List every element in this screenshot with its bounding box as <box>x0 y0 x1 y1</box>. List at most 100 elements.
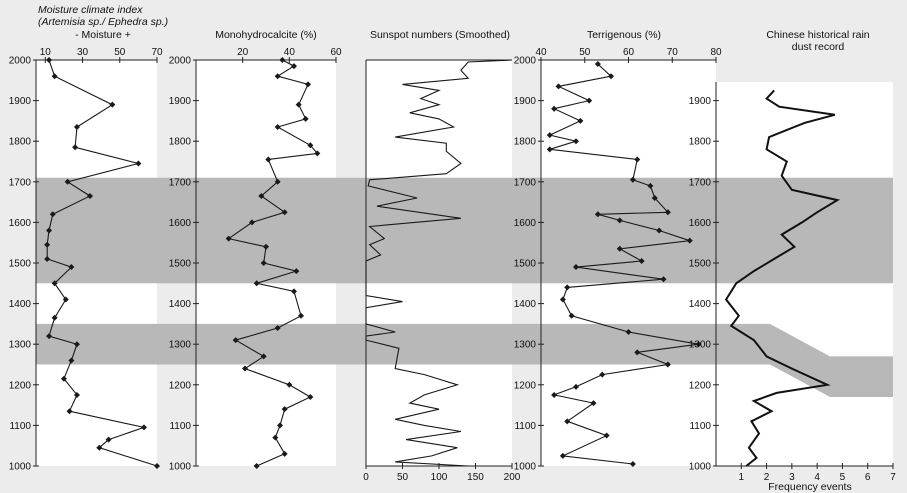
y-tick-label: 1800 <box>689 137 712 148</box>
data-point <box>72 144 79 151</box>
data-point <box>68 357 75 364</box>
y-tick-label: 1800 <box>9 137 32 148</box>
data-point <box>258 193 265 200</box>
y-tick-label: 1200 <box>689 380 712 391</box>
data-point <box>281 406 288 413</box>
data-point <box>564 284 571 291</box>
data-point <box>274 178 281 185</box>
y-tick-label: 1100 <box>689 421 711 432</box>
panels: 1000 1100 1200 1300 1400 1500 1600 1700 1800 1900… <box>9 4 896 493</box>
data-point <box>253 280 260 287</box>
data-point <box>51 280 58 287</box>
x-tick-label: 2 <box>764 472 770 483</box>
data-point <box>307 142 314 149</box>
y-tick-label: 1300 <box>689 340 712 351</box>
panel-title: Monohydrocalcite (%) <box>215 29 317 41</box>
data-point <box>695 341 702 348</box>
y-tick-label: 1300 <box>9 340 32 351</box>
x-tick-label: 60 <box>330 47 342 58</box>
data-point <box>86 193 93 200</box>
shaded-band <box>36 323 716 365</box>
data-point <box>135 160 142 167</box>
y-tick-label: 1400 <box>514 299 537 310</box>
y-tick-label: 1700 <box>169 177 192 188</box>
data-point <box>664 209 671 216</box>
data-point <box>253 463 260 469</box>
shaded-band-extension <box>716 177 893 284</box>
data-point <box>629 176 636 183</box>
data-point <box>44 241 51 248</box>
data-point <box>46 333 53 340</box>
x-tick-label: 10 <box>40 47 52 58</box>
data-point <box>314 150 321 157</box>
y-tick-label: 1400 <box>9 299 32 310</box>
data-point <box>559 452 566 459</box>
y-tick-label: 1600 <box>9 218 32 229</box>
y-tick-label: 1900 <box>9 96 32 107</box>
series-line <box>227 59 319 467</box>
data-point <box>656 227 663 234</box>
y-tick-label: 1800 <box>169 137 192 148</box>
data-point <box>573 138 579 145</box>
y-tick-label: 2000 <box>169 56 192 67</box>
data-point <box>49 211 56 218</box>
y-tick-label: 1000 <box>169 462 192 473</box>
data-point <box>625 329 632 336</box>
y-tick-label: 1500 <box>9 259 32 270</box>
panel-title: (Artemisia sp./ Ephedra sp.) <box>38 16 168 28</box>
y-tick-label: 1500 <box>689 259 712 270</box>
data-point <box>660 276 667 283</box>
data-point <box>263 243 269 250</box>
y-tick-label: 2000 <box>514 56 537 67</box>
panel-5: 1000 1100 1200 1300 1400 1500 1600 1700 1800 1900… <box>689 82 896 483</box>
data-point <box>66 408 73 415</box>
data-point <box>73 123 80 130</box>
shaded-band <box>36 177 716 284</box>
data-point <box>291 63 297 70</box>
y-tick-label: 1600 <box>514 218 537 229</box>
x-tick-label: 50 <box>579 47 591 58</box>
data-point <box>608 73 614 80</box>
y-tick-label: 1700 <box>689 177 712 188</box>
data-point <box>638 257 645 264</box>
panel-title: Moisture climate index <box>38 4 143 16</box>
x-tick-label: 3 <box>789 472 795 483</box>
x-tick-label: 60 <box>623 47 635 58</box>
y-tick-label: 1800 <box>514 137 537 148</box>
data-point <box>96 444 103 451</box>
data-point <box>564 418 571 425</box>
x-tick-label: 30 <box>77 47 89 58</box>
data-point <box>616 217 623 224</box>
data-point <box>260 260 267 266</box>
data-point <box>546 132 553 139</box>
data-point <box>686 237 693 244</box>
data-point <box>73 391 80 398</box>
data-point <box>616 245 623 252</box>
x-tick-label: 40 <box>284 47 296 58</box>
data-point <box>286 381 293 388</box>
x-axis-title: Frequency events <box>768 481 851 493</box>
shaded-band-slanted <box>716 323 893 397</box>
panel-title: - Moisture + <box>75 29 131 41</box>
data-point <box>260 353 267 360</box>
data-point <box>647 182 654 189</box>
y-tick-label: 1000 <box>9 462 32 473</box>
data-point <box>555 83 562 90</box>
y-tick-label: 1300 <box>514 340 537 351</box>
y-tick-label: 1200 <box>169 380 192 391</box>
y-tick-label: 1200 <box>9 380 32 391</box>
y-tick-label: 1400 <box>689 299 712 310</box>
data-point <box>568 312 575 319</box>
panel-title: Terrigenous (%) <box>587 29 661 41</box>
data-point <box>590 400 597 407</box>
data-point <box>293 268 300 275</box>
x-tick-label: 70 <box>151 47 163 58</box>
data-point <box>577 117 584 124</box>
data-point <box>291 288 297 295</box>
y-tick-label: 1500 <box>514 259 537 270</box>
panel-title: Sunspot numbers (Smoothed) <box>370 29 510 41</box>
x-tick-label: 1 <box>739 472 745 483</box>
data-point <box>109 101 116 108</box>
data-point <box>44 255 51 262</box>
series-line <box>724 89 841 467</box>
